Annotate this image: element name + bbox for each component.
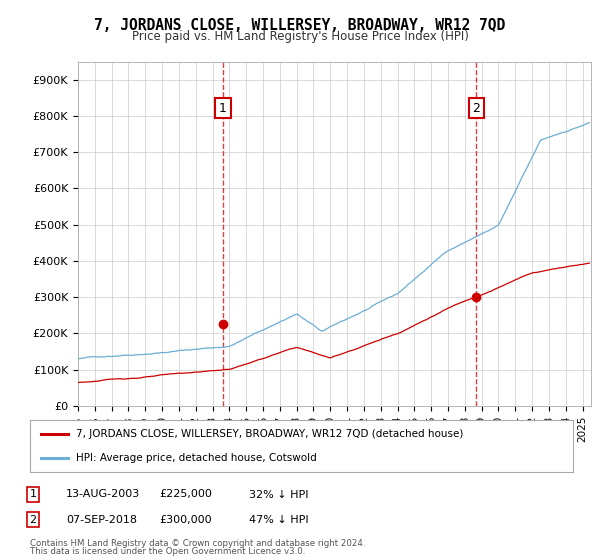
Text: 13-AUG-2003: 13-AUG-2003 [66,489,140,500]
Text: 2: 2 [472,101,480,115]
Text: 2: 2 [29,515,37,525]
Text: HPI: Average price, detached house, Cotswold: HPI: Average price, detached house, Cots… [76,452,317,463]
Text: 32% ↓ HPI: 32% ↓ HPI [249,489,308,500]
Text: This data is licensed under the Open Government Licence v3.0.: This data is licensed under the Open Gov… [30,547,305,556]
Text: £300,000: £300,000 [159,515,212,525]
Text: Contains HM Land Registry data © Crown copyright and database right 2024.: Contains HM Land Registry data © Crown c… [30,539,365,548]
Text: 7, JORDANS CLOSE, WILLERSEY, BROADWAY, WR12 7QD: 7, JORDANS CLOSE, WILLERSEY, BROADWAY, W… [94,18,506,33]
Text: Price paid vs. HM Land Registry's House Price Index (HPI): Price paid vs. HM Land Registry's House … [131,30,469,43]
Text: £225,000: £225,000 [159,489,212,500]
Text: 47% ↓ HPI: 47% ↓ HPI [249,515,308,525]
Text: 7, JORDANS CLOSE, WILLERSEY, BROADWAY, WR12 7QD (detached house): 7, JORDANS CLOSE, WILLERSEY, BROADWAY, W… [76,429,464,439]
Text: 07-SEP-2018: 07-SEP-2018 [66,515,137,525]
Text: 1: 1 [29,489,37,500]
Text: 1: 1 [219,101,227,115]
